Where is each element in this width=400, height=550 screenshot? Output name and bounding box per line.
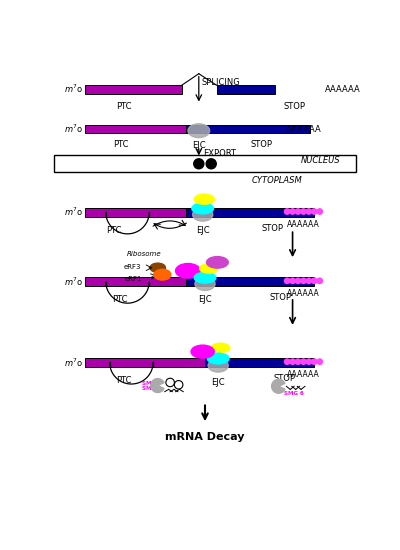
Ellipse shape (206, 257, 228, 268)
Text: SPLICING: SPLICING (202, 78, 241, 86)
Circle shape (295, 278, 301, 284)
Text: mRNA Decay: mRNA Decay (165, 432, 245, 442)
Ellipse shape (193, 208, 213, 221)
Ellipse shape (154, 270, 171, 280)
Text: eRF3: eRF3 (123, 264, 141, 270)
Text: CYTOPLASM: CYTOPLASM (252, 176, 302, 185)
Bar (85, 85, 182, 94)
Circle shape (312, 209, 317, 214)
Text: Ribosome: Ribosome (126, 251, 161, 257)
Bar (85, 358, 205, 367)
Text: AAAAAA: AAAAAA (287, 220, 320, 229)
Text: Upf3: Upf3 (197, 275, 213, 280)
Text: Upf2: Upf2 (213, 345, 228, 350)
Text: STOP: STOP (269, 293, 291, 302)
Text: STOP: STOP (250, 140, 272, 149)
Text: EJC: EJC (192, 141, 206, 151)
Text: AAAAAA: AAAAAA (287, 370, 320, 379)
Circle shape (284, 359, 290, 364)
Circle shape (317, 359, 322, 364)
Bar (186, 208, 314, 217)
Text: SMG 5: SMG 5 (142, 386, 162, 391)
Text: P: P (168, 380, 172, 385)
Text: Upf1: Upf1 (180, 268, 196, 273)
Text: PTC: PTC (114, 140, 129, 149)
Bar (217, 85, 275, 94)
Circle shape (317, 278, 322, 284)
Text: Upf3: Upf3 (194, 206, 211, 211)
Text: P: P (177, 382, 181, 387)
Text: STOP: STOP (283, 102, 305, 111)
Circle shape (312, 278, 317, 284)
Text: SMG1
Kinase: SMG1 Kinase (209, 258, 226, 267)
Circle shape (290, 278, 295, 284)
Circle shape (301, 209, 306, 214)
Text: EJC: EJC (198, 295, 212, 305)
Text: AAAAAA: AAAAAA (287, 289, 320, 298)
Circle shape (301, 359, 306, 364)
Circle shape (174, 381, 183, 389)
Circle shape (312, 359, 317, 364)
Text: STOP: STOP (262, 224, 284, 233)
Circle shape (301, 278, 306, 284)
Text: Upf2: Upf2 (196, 197, 212, 202)
Circle shape (306, 278, 312, 284)
Ellipse shape (206, 159, 216, 169)
Text: Upf3: Upf3 (210, 356, 226, 361)
Circle shape (306, 209, 312, 214)
Bar (205, 358, 314, 367)
Text: AAAAAA: AAAAAA (286, 125, 322, 134)
Text: $m^7$o: $m^7$o (64, 356, 83, 369)
Text: $m^7$o: $m^7$o (64, 276, 83, 288)
Text: $m^7$o: $m^7$o (64, 83, 83, 95)
Circle shape (290, 209, 295, 214)
Text: EJC: EJC (211, 378, 225, 387)
Bar (186, 277, 314, 286)
Bar (54, 155, 356, 172)
Bar (85, 208, 186, 217)
Ellipse shape (194, 272, 216, 283)
Text: AAAAAA: AAAAAA (325, 85, 361, 94)
Wedge shape (151, 378, 164, 393)
Ellipse shape (208, 359, 228, 372)
Ellipse shape (194, 194, 214, 204)
Ellipse shape (194, 159, 204, 169)
Text: STOP: STOP (274, 374, 296, 383)
Ellipse shape (192, 203, 214, 214)
Text: PTC: PTC (106, 226, 121, 235)
Bar (85, 125, 186, 134)
Circle shape (284, 209, 290, 214)
Ellipse shape (150, 263, 166, 272)
Circle shape (284, 278, 290, 284)
Circle shape (295, 209, 301, 214)
Circle shape (166, 378, 174, 387)
Ellipse shape (191, 345, 214, 358)
Circle shape (317, 209, 322, 214)
Ellipse shape (176, 263, 200, 278)
Circle shape (295, 359, 301, 364)
Circle shape (306, 359, 312, 364)
Text: $m^7$o: $m^7$o (64, 206, 83, 218)
Text: $m^7$o: $m^7$o (64, 123, 83, 135)
Text: SMG 7: SMG 7 (142, 381, 162, 386)
Ellipse shape (211, 343, 230, 353)
Text: EXPORT: EXPORT (203, 149, 236, 158)
Text: PTC: PTC (116, 376, 131, 386)
Ellipse shape (200, 264, 218, 273)
Text: eRF1: eRF1 (125, 276, 142, 282)
Circle shape (290, 359, 295, 364)
Text: PTC: PTC (112, 295, 128, 305)
Text: PTC: PTC (116, 102, 131, 111)
Bar (186, 125, 310, 134)
Ellipse shape (188, 124, 210, 138)
Text: EJC: EJC (196, 226, 210, 235)
Text: Upf2: Upf2 (202, 266, 216, 271)
Wedge shape (272, 379, 285, 393)
Text: NUCLEUS: NUCLEUS (301, 156, 341, 165)
Text: SMG 6: SMG 6 (284, 390, 304, 396)
Text: Upf1: Upf1 (194, 349, 211, 354)
Bar (85, 277, 186, 286)
Ellipse shape (195, 277, 215, 290)
Ellipse shape (207, 353, 229, 364)
